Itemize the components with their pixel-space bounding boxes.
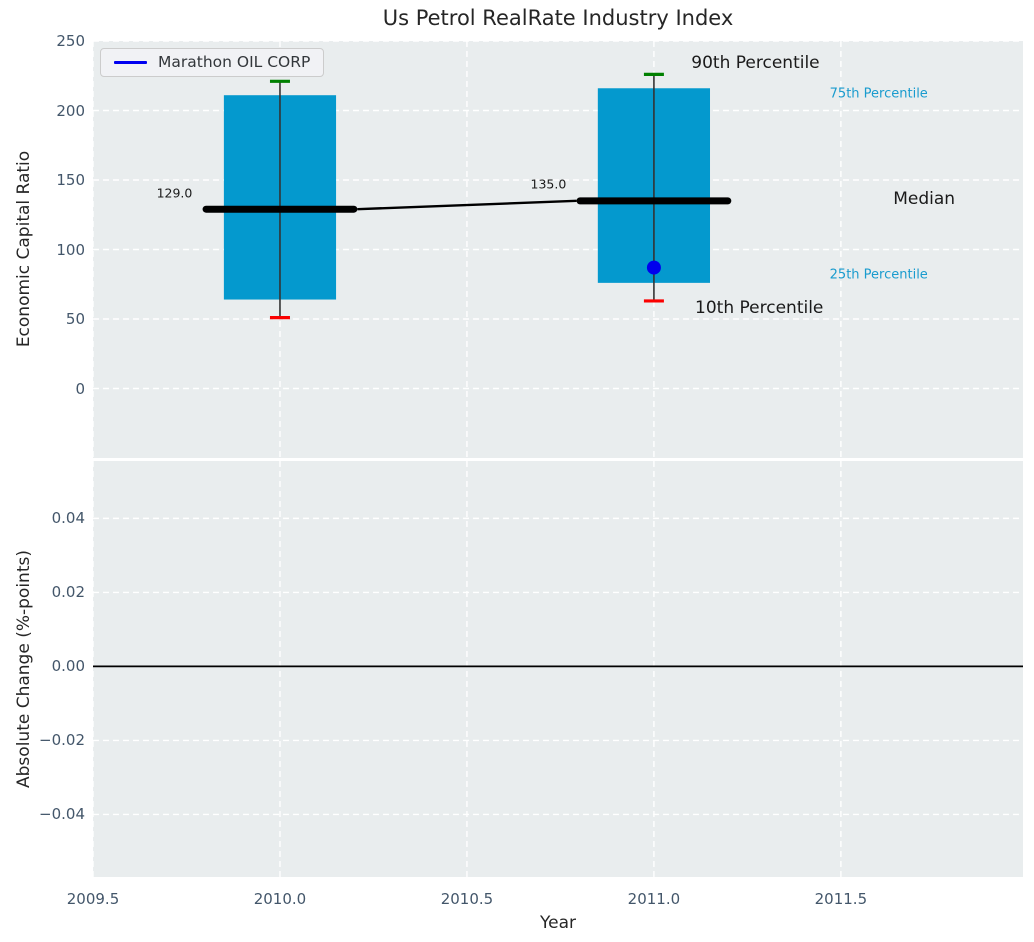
x-axis-label: Year [540,913,576,933]
median-trend-line [357,199,577,211]
annotation-75th-percentile: 75th Percentile [829,86,928,102]
top-y-axis-label: Economic Capital Ratio [14,150,34,348]
legend-label: Marathon OIL CORP [158,53,311,71]
top-y-tick-label: 100 [56,240,85,259]
median-bar [202,205,358,213]
x-tick-label: 2010.5 [440,890,494,908]
x-tick-label: 2011.5 [814,890,868,908]
top-y-tick-label: 50 [65,310,85,328]
company-data-point[interactable] [646,260,661,275]
annotation-25th-percentile: 25th Percentile [829,267,928,283]
bottom-y-tick-label: −0.04 [39,805,85,824]
annotation-10th-percentile: 10th Percentile [695,297,824,318]
bottom-plot-area [93,461,1023,877]
bottom-y-tick-label: 0.04 [51,509,85,528]
top-y-tick-label: 200 [56,101,85,120]
x-tick-label: 2010.0 [253,890,307,908]
bottom-y-tick-label: −0.02 [39,731,85,750]
annotation-129-0: 129.0 [156,185,193,200]
legend-line-icon [114,60,147,64]
top-y-tick-label: 250 [56,32,85,50]
bottom-y-tick-label: 0.00 [51,657,85,676]
chart-title: Us Petrol RealRate Industry Index [382,6,734,30]
median-bar [576,197,732,205]
top-plot-canvas [93,41,1023,458]
x-tick-label: 2009.5 [66,890,120,908]
top-y-tick-label: 0 [75,379,85,398]
annotation-median: Median [893,189,956,210]
x-tick-label: 2011.0 [627,890,681,908]
annotation-90th-percentile: 90th Percentile [691,53,820,74]
bottom-y-axis-label: Absolute Change (%-points) [14,550,34,788]
legend[interactable]: Marathon OIL CORP [100,48,325,77]
bottom-plot-canvas [93,461,1023,877]
top-y-tick-label: 150 [56,171,85,189]
annotation-135-0: 135.0 [530,176,567,192]
bottom-y-tick-label: 0.02 [51,583,85,602]
top-plot-area [93,41,1023,458]
